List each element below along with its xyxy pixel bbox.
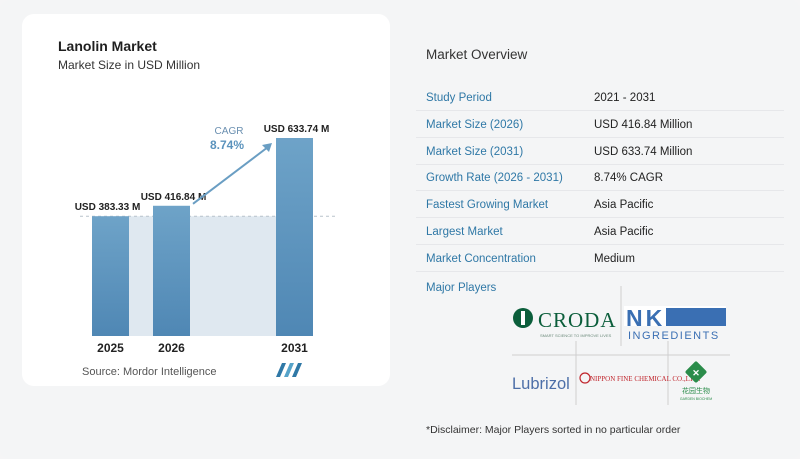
bar-2026: [153, 205, 190, 336]
major-players-title: Major Players: [426, 282, 497, 294]
cagr-label: CAGR: [215, 126, 244, 137]
overview-value: 2021 - 2031: [594, 92, 656, 104]
x-tick-label-2031: 2031: [281, 341, 308, 355]
overview-row-fastest-growing-market: Fastest Growing Market Asia Pacific: [416, 191, 784, 218]
overview-label: Market Concentration: [426, 253, 536, 265]
overview-label: Largest Market: [426, 226, 503, 238]
overview-row-market-concentration: Market Concentration Medium: [416, 245, 784, 272]
cagr-arrow-line: [192, 146, 269, 205]
data-label-2025: USD 383.33 M: [75, 202, 141, 213]
garden-subtitle: GARDEN BIOCHEM: [680, 397, 712, 401]
nippon-fine-chemical-logo: NIPPON FINE CHEMICAL CO.,LTD.: [579, 372, 701, 384]
bar-2031: [276, 138, 313, 336]
x-tick-label-2025: 2025: [97, 341, 124, 355]
overview-label: Market Size (2026): [426, 119, 524, 131]
overview-value: Asia Pacific: [594, 226, 654, 238]
garden-wordmark: 花园生物: [682, 386, 710, 395]
nk-wordmark: NK: [626, 305, 665, 331]
garden-biochem-logo: ✕ 花园生物 GARDEN BIOCHEM: [680, 361, 712, 401]
nippon-wordmark: NIPPON FINE CHEMICAL CO.,LTD.: [590, 375, 701, 383]
data-label-2026: USD 416.84 M: [141, 192, 207, 203]
bar-chart: USD 383.33 M 2025 USD 416.84 M 2026 USD 633.…: [75, 124, 338, 355]
x-tick-label-2026: 2026: [158, 341, 185, 355]
cagr-value: 8.74%: [210, 138, 244, 152]
disclaimer-text: *Disclaimer: Major Players sorted in no …: [426, 424, 681, 436]
croda-logo: CRODA SMART SCIENCE TO IMPROVE LIVES: [513, 308, 617, 338]
data-label-2031: USD 633.74 M: [264, 124, 330, 135]
overview-row-study-period: Study Period 2021 - 2031: [416, 84, 784, 111]
croda-tagline: SMART SCIENCE TO IMPROVE LIVES: [540, 333, 612, 338]
chart-title: Lanolin Market: [58, 38, 157, 54]
chart-subtitle: Market Size in USD Million: [58, 58, 201, 72]
cagr-arrow-head: [262, 143, 272, 152]
source-text: Source: Mordor Intelligence: [82, 366, 217, 378]
overview-value: Medium: [594, 253, 635, 265]
overview-value: USD 633.74 Million: [594, 146, 693, 158]
overview-label: Study Period: [426, 92, 492, 104]
major-players-logos: CRODA SMART SCIENCE TO IMPROVE LIVES NK …: [512, 286, 730, 405]
nk-subtitle: INGREDIENTS: [628, 330, 720, 342]
overview-row-largest-market: Largest Market Asia Pacific: [416, 218, 784, 245]
croda-wordmark: CRODA: [538, 308, 617, 332]
overview-value: USD 416.84 Million: [594, 119, 693, 131]
mordor-intelligence-logo: [276, 363, 302, 377]
overview-row-growth-rate: Growth Rate (2026 - 2031) 8.74% CAGR: [416, 164, 784, 191]
svg-text:✕: ✕: [692, 368, 700, 378]
lubrizol-wordmark: Lubrizol: [512, 375, 570, 393]
overview-label: Market Size (2031): [426, 146, 524, 158]
bar-2025: [92, 216, 129, 336]
overview-label: Fastest Growing Market: [426, 199, 549, 211]
overview-label: Growth Rate (2026 - 2031): [426, 172, 563, 184]
lubrizol-logo: Lubrizol: [512, 375, 570, 393]
overview-row-market-size-2026: Market Size (2026) USD 416.84 Million: [416, 111, 784, 138]
overview-value: Asia Pacific: [594, 199, 654, 211]
overview-row-market-size-2031: Market Size (2031) USD 633.74 Million: [416, 138, 784, 165]
market-overview-title: Market Overview: [426, 47, 528, 62]
overview-value: 8.74% CAGR: [594, 172, 664, 184]
nk-ingredients-logo: NK INGREDIENTS: [624, 305, 726, 342]
